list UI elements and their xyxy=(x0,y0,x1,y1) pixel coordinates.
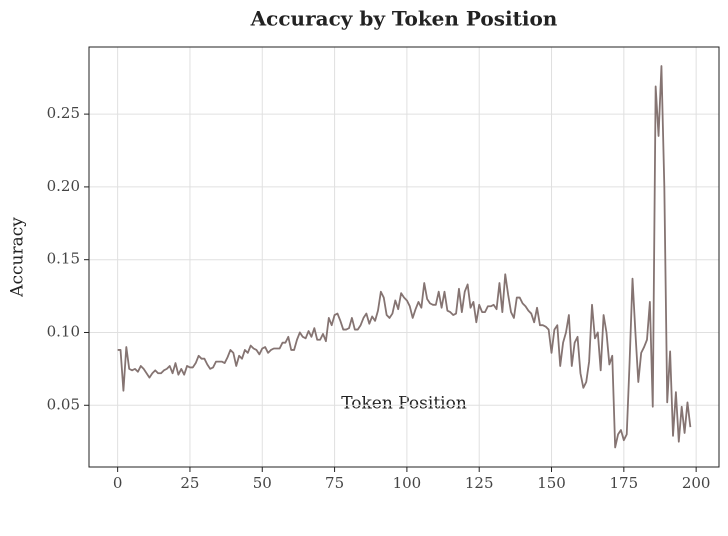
x-tick-label: 150 xyxy=(537,474,566,492)
y-tick-label: 0.10 xyxy=(47,322,80,340)
y-tick-label: 0.25 xyxy=(47,104,80,122)
x-tick-label: 25 xyxy=(180,474,199,492)
x-tick-label: 125 xyxy=(465,474,494,492)
y-tick-label: 0.05 xyxy=(47,395,80,413)
x-axis-label: Token Position xyxy=(341,394,467,414)
x-tick-label: 100 xyxy=(393,474,422,492)
x-tick-label: 200 xyxy=(682,474,711,492)
x-tick-label: 50 xyxy=(253,474,272,492)
y-axis-label: Accuracy xyxy=(8,217,28,298)
chart-title: Accuracy by Token Position xyxy=(250,7,558,31)
x-tick-label: 175 xyxy=(610,474,639,492)
x-tick-label: 75 xyxy=(325,474,344,492)
data-line xyxy=(117,65,692,449)
y-tick-label: 0.15 xyxy=(47,250,80,268)
x-tick-label: 0 xyxy=(113,474,123,492)
plot-frame xyxy=(88,46,720,468)
y-tick-label: 0.20 xyxy=(47,177,80,195)
